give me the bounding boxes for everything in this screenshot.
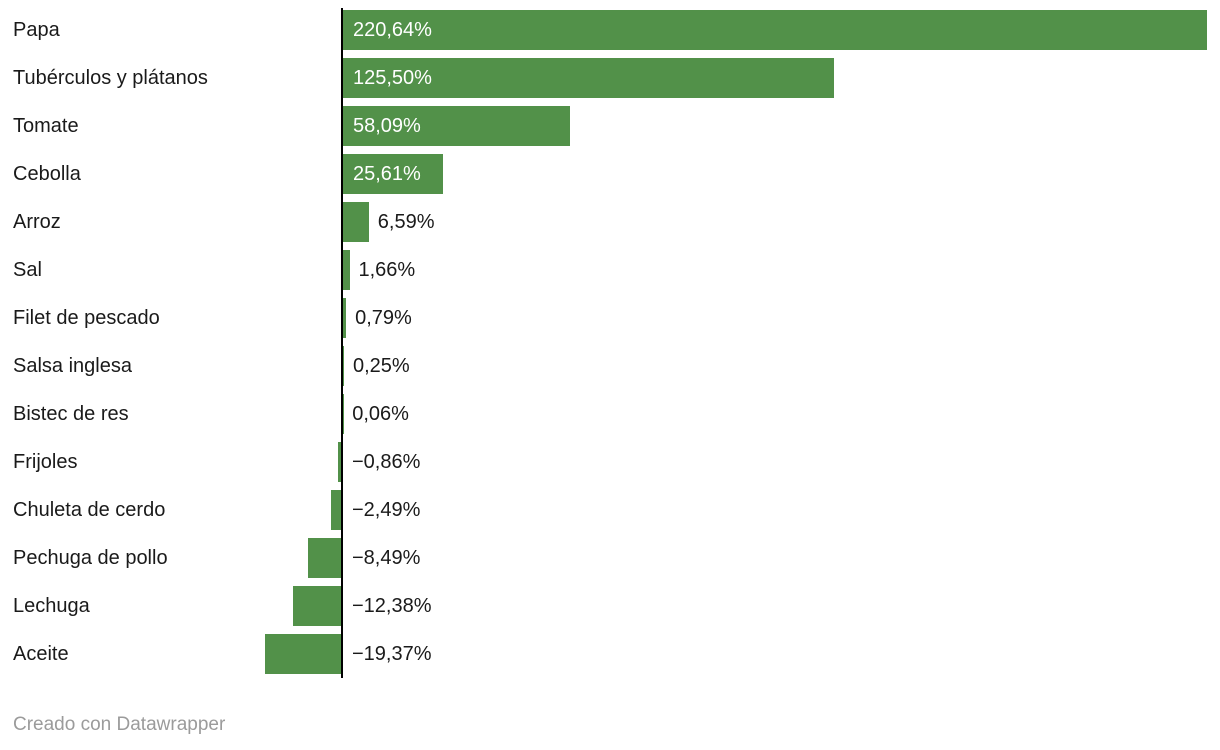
bar[interactable] — [343, 250, 350, 290]
value-label: −0,86% — [352, 451, 421, 473]
value-label: −2,49% — [352, 499, 421, 521]
value-label: 6,59% — [377, 211, 435, 233]
value-label: −8,49% — [352, 547, 421, 569]
category-label: Cebolla — [13, 163, 81, 185]
attribution-link[interactable]: Creado con Datawrapper — [13, 714, 226, 735]
category-label: Pechuga de pollo — [13, 547, 168, 569]
bar-row: Bistec de res 0,06% — [0, 390, 1220, 438]
bar-row: Lechuga −12,38% — [0, 582, 1220, 630]
bar-row: Filet de pescado 0,79% — [0, 294, 1220, 342]
bar[interactable] — [343, 10, 1208, 50]
value-label: 0,79% — [355, 307, 412, 329]
bar-row: Papa 220,64% — [0, 6, 1220, 54]
bar[interactable] — [343, 202, 369, 242]
bar[interactable] — [265, 634, 341, 674]
value-label: 125,50% — [353, 67, 432, 89]
bar-row: Tomate 58,09% — [0, 102, 1220, 150]
bar[interactable] — [292, 586, 341, 626]
axis-baseline — [341, 8, 343, 678]
bar[interactable] — [343, 58, 835, 98]
bar-row: Aceite −19,37% — [0, 630, 1220, 678]
value-label: −12,38% — [352, 595, 432, 617]
value-label: 1,66% — [358, 259, 416, 281]
bar[interactable] — [343, 346, 344, 386]
bar-row: Chuleta de cerdo −2,49% — [0, 486, 1220, 534]
value-label: 0,06% — [352, 403, 409, 425]
bar-row: Pechuga de pollo −8,49% — [0, 534, 1220, 582]
bar[interactable] — [307, 538, 341, 578]
bar-chart: Papa 220,64% Tubérculos y plátanos 125,50% T… — [0, 6, 1220, 678]
category-label: Papa — [13, 19, 60, 41]
bar[interactable] — [343, 106, 571, 146]
category-label: Tubérculos y plátanos — [13, 67, 208, 89]
bar-row: Tubérculos y plátanos 125,50% — [0, 54, 1220, 102]
bar[interactable] — [343, 298, 347, 338]
category-label: Aceite — [13, 643, 69, 665]
bar[interactable] — [331, 490, 341, 530]
value-label: 58,09% — [353, 115, 421, 137]
category-label: Salsa inglesa — [13, 355, 132, 377]
value-label: 0,25% — [352, 355, 410, 377]
category-label: Chuleta de cerdo — [13, 499, 166, 521]
category-label: Lechuga — [13, 595, 90, 617]
bar-row: Cebolla 25,61% — [0, 150, 1220, 198]
bar[interactable] — [343, 154, 444, 194]
bar-row: Sal 1,66% — [0, 246, 1220, 294]
category-label: Frijoles — [13, 451, 78, 473]
bar-row: Frijoles −0,86% — [0, 438, 1220, 486]
bar[interactable] — [337, 442, 341, 482]
category-label: Sal — [13, 259, 42, 281]
bar-row: Salsa inglesa 0,25% — [0, 342, 1220, 390]
value-label: −19,37% — [352, 643, 432, 665]
value-label: 25,61% — [353, 163, 421, 185]
value-label: 220,64% — [353, 19, 432, 41]
category-label: Tomate — [13, 115, 79, 137]
category-label: Bistec de res — [13, 403, 129, 425]
category-label: Filet de pescado — [13, 307, 160, 329]
category-label: Arroz — [13, 211, 61, 233]
bar-row: Arroz 6,59% — [0, 198, 1220, 246]
